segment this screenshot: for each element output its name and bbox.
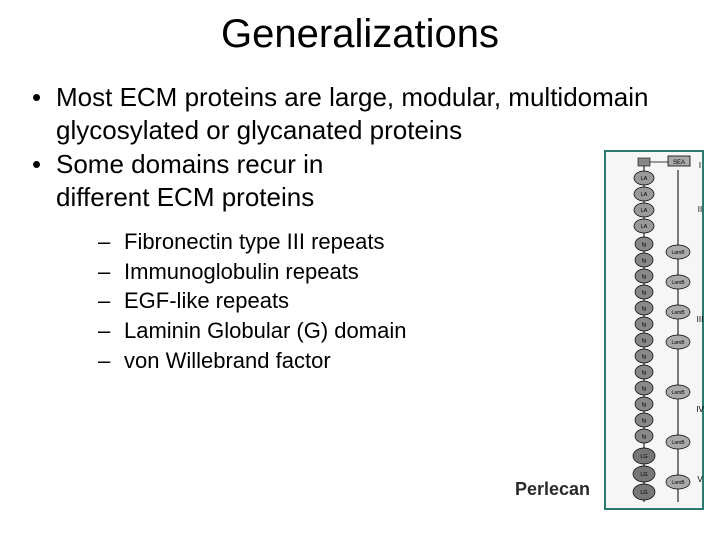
sub-bullet-item: von Willebrand factor <box>98 346 692 376</box>
svg-text:LamB: LamB <box>671 480 685 486</box>
bullet-text: Some domains recur indifferent ECM prote… <box>56 149 323 212</box>
svg-text:Ig: Ig <box>642 306 647 312</box>
svg-text:LamB: LamB <box>671 250 685 256</box>
svg-text:IV: IV <box>696 405 704 414</box>
sub-bullet-list: Fibronectin type III repeats Immunoglobu… <box>98 227 692 375</box>
slide: Generalizations Most ECM proteins are la… <box>0 0 720 540</box>
sub-bullet-item: Fibronectin type III repeats <box>98 227 692 257</box>
figure-caption: Perlecan <box>515 479 590 500</box>
sub-bullet-text: EGF-like repeats <box>124 288 289 313</box>
svg-text:LamB: LamB <box>671 310 685 316</box>
svg-text:I: I <box>699 161 701 170</box>
svg-text:Ig: Ig <box>642 402 647 408</box>
svg-text:Ig: Ig <box>642 274 647 280</box>
svg-text:LA: LA <box>641 208 648 214</box>
sub-bullet-text: Fibronectin type III repeats <box>124 229 384 254</box>
bullet-list: Most ECM proteins are large, modular, mu… <box>28 81 692 375</box>
svg-text:Ig: Ig <box>642 322 647 328</box>
sub-bullet-text: von Willebrand factor <box>124 348 331 373</box>
svg-text:LA: LA <box>641 176 648 182</box>
sub-bullet-item: EGF-like repeats <box>98 286 692 316</box>
perlecan-domain-diagram: SEA I II III IV V LA LA LA LA Ig <box>604 150 704 510</box>
svg-text:Ig: Ig <box>642 354 647 360</box>
svg-text:Ig: Ig <box>642 258 647 264</box>
svg-text:Ig: Ig <box>642 242 647 248</box>
sub-bullet-text: Immunoglobulin repeats <box>124 259 359 284</box>
svg-text:Ig: Ig <box>642 338 647 344</box>
svg-text:Ig: Ig <box>642 370 647 376</box>
bullet-item: Most ECM proteins are large, modular, mu… <box>28 81 692 146</box>
svg-text:LamB: LamB <box>671 280 685 286</box>
svg-text:LamB: LamB <box>671 340 685 346</box>
bullet-item: Some domains recur indifferent ECM prote… <box>28 148 692 375</box>
sub-bullet-text: Laminin Globular (G) domain <box>124 318 406 343</box>
svg-text:Ig: Ig <box>642 290 647 296</box>
svg-text:Ig: Ig <box>642 434 647 440</box>
svg-text:V: V <box>697 475 703 484</box>
svg-text:LG: LG <box>640 454 647 460</box>
svg-text:LA: LA <box>641 192 648 198</box>
sub-bullet-item: Laminin Globular (G) domain <box>98 316 692 346</box>
svg-text:Ig: Ig <box>642 418 647 424</box>
svg-text:LG: LG <box>640 472 647 478</box>
svg-text:LamB: LamB <box>671 390 685 396</box>
svg-text:LA: LA <box>641 224 648 230</box>
svg-text:LG: LG <box>640 490 647 496</box>
svg-text:LamB: LamB <box>671 440 685 446</box>
svg-text:Ig: Ig <box>642 386 647 392</box>
svg-text:III: III <box>697 315 704 324</box>
svg-text:II: II <box>698 205 702 214</box>
svg-text:SEA: SEA <box>673 160 685 166</box>
bullet-text: Most ECM proteins are large, modular, mu… <box>56 82 648 145</box>
slide-title: Generalizations <box>28 12 692 57</box>
domain-diagram-svg: SEA I II III IV V LA LA LA LA Ig <box>606 152 706 512</box>
sub-bullet-item: Immunoglobulin repeats <box>98 257 692 287</box>
